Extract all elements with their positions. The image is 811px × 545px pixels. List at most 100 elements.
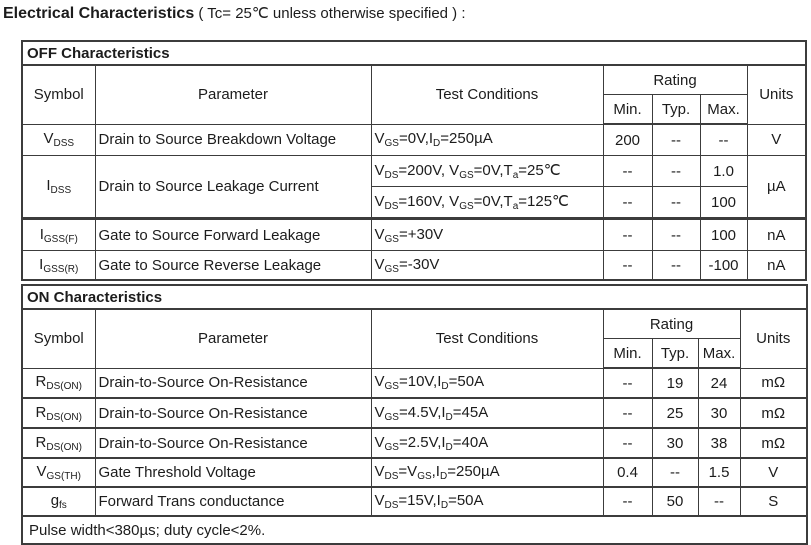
col-header-test-conditions: Test Conditions bbox=[370, 64, 604, 125]
parameter-cell: Gate to Source Reverse Leakage bbox=[94, 250, 372, 281]
col-header-min: Min. bbox=[602, 94, 653, 125]
units-cell: V bbox=[739, 457, 808, 488]
typ-cell: 25 bbox=[651, 397, 699, 429]
max-cell: 100 bbox=[699, 217, 748, 251]
parameter-cell: Drain to Source Breakdown Voltage bbox=[94, 123, 372, 156]
col-header-test-conditions: Test Conditions bbox=[370, 308, 604, 369]
table-row: RDS(ON) Drain-to-Source On-Resistance VG… bbox=[21, 397, 808, 429]
units-cell: S bbox=[739, 486, 808, 517]
typ-cell: -- bbox=[651, 217, 701, 251]
max-cell: -- bbox=[699, 123, 748, 156]
col-header-symbol: Symbol bbox=[21, 64, 96, 125]
parameter-cell: Forward Trans conductance bbox=[94, 486, 372, 517]
typ-cell: 19 bbox=[651, 367, 699, 399]
test-conditions-cell: VGS=4.5V,ID=45A bbox=[370, 397, 604, 429]
parameter-cell: Drain-to-Source On-Resistance bbox=[94, 427, 372, 459]
test-conditions-cell: VGS=2.5V,ID=40A bbox=[370, 427, 604, 459]
units-cell: mΩ bbox=[739, 427, 808, 459]
table-row: RDS(ON) Drain-to-Source On-Resistance VG… bbox=[21, 427, 808, 459]
symbol-cell: RDS(ON) bbox=[21, 427, 96, 459]
max-cell: 100 bbox=[699, 186, 748, 219]
test-conditions-cell: VDS=160V, VGS=0V,Ta=125℃ bbox=[370, 186, 604, 219]
pulse-width-footnote: Pulse width<380µs; duty cycle<2%. bbox=[21, 515, 808, 545]
off-section-title: OFF Characteristics bbox=[21, 40, 807, 66]
on-characteristics-table: ON Characteristics Symbol Parameter Test… bbox=[21, 284, 809, 545]
max-cell: 38 bbox=[697, 427, 741, 459]
symbol-cell: IDSS bbox=[21, 155, 96, 219]
min-cell: -- bbox=[602, 367, 653, 399]
test-conditions-cell: VGS=+30V bbox=[370, 217, 604, 251]
max-cell: 24 bbox=[697, 367, 741, 399]
min-cell: -- bbox=[602, 186, 653, 219]
col-header-units: Units bbox=[746, 64, 807, 125]
test-conditions-cell: VDS=15V,ID=50A bbox=[370, 486, 604, 517]
min-cell: -- bbox=[602, 486, 653, 517]
page-title: Electrical Characteristics ( Tc= 25℃ unl… bbox=[3, 4, 466, 23]
table-row: VDSS Drain to Source Breakdown Voltage V… bbox=[21, 123, 807, 156]
max-cell: -- bbox=[697, 486, 741, 517]
col-header-typ: Typ. bbox=[651, 338, 699, 369]
max-cell: 1.0 bbox=[699, 155, 748, 187]
parameter-cell: Drain-to-Source On-Resistance bbox=[94, 367, 372, 399]
parameter-cell: Drain to Source Leakage Current bbox=[94, 155, 372, 219]
table-row: VDS=160V, VGS=0V,Ta=125℃ -- -- 100 bbox=[22, 186, 806, 219]
min-cell: -- bbox=[602, 397, 653, 429]
max-cell: 30 bbox=[697, 397, 741, 429]
symbol-cell: RDS(ON) bbox=[21, 397, 96, 429]
typ-cell: -- bbox=[651, 186, 701, 219]
col-header-parameter: Parameter bbox=[94, 64, 372, 125]
parameter-cell: Drain-to-Source On-Resistance bbox=[94, 397, 372, 429]
col-header-units: Units bbox=[739, 308, 808, 369]
parameter-cell: Gate to Source Forward Leakage bbox=[94, 217, 372, 251]
typ-cell: 50 bbox=[651, 486, 699, 517]
col-header-max: Max. bbox=[697, 338, 741, 369]
min-cell: 200 bbox=[602, 123, 653, 156]
units-cell: V bbox=[746, 123, 807, 156]
col-header-min: Min. bbox=[602, 338, 653, 369]
symbol-cell: VGS(TH) bbox=[21, 457, 96, 488]
test-conditions-cell: VGS=10V,ID=50A bbox=[370, 367, 604, 399]
test-conditions-cell: VGS=-30V bbox=[370, 250, 604, 281]
symbol-cell: IGSS(F) bbox=[21, 217, 96, 251]
table-row: IGSS(F) Gate to Source Forward Leakage V… bbox=[21, 217, 807, 251]
units-cell: µA bbox=[746, 155, 807, 219]
min-cell: -- bbox=[602, 155, 653, 187]
max-cell: -100 bbox=[699, 250, 748, 281]
col-header-parameter: Parameter bbox=[94, 308, 372, 369]
units-cell: mΩ bbox=[739, 397, 808, 429]
min-cell: 0.4 bbox=[602, 457, 653, 488]
units-cell: nA bbox=[746, 250, 807, 281]
min-cell: -- bbox=[602, 427, 653, 459]
test-conditions-cell: VGS=0V,ID=250µA bbox=[370, 123, 604, 156]
table-row: gfs Forward Trans conductance VDS=15V,ID… bbox=[21, 486, 808, 517]
units-cell: nA bbox=[746, 217, 807, 251]
symbol-cell: gfs bbox=[21, 486, 96, 517]
off-characteristics-table: OFF Characteristics Symbol Parameter Tes… bbox=[21, 40, 808, 281]
col-header-typ: Typ. bbox=[651, 94, 701, 125]
min-cell: -- bbox=[602, 217, 653, 251]
table-row: VGS(TH) Gate Threshold Voltage VDS=VGS,I… bbox=[21, 457, 808, 488]
typ-cell: -- bbox=[651, 250, 701, 281]
test-conditions-cell: VDS=200V, VGS=0V,Ta=25℃ bbox=[370, 155, 604, 187]
table-row: IGSS(R) Gate to Source Reverse Leakage V… bbox=[21, 250, 807, 281]
table-row: IDSS Drain to Source Leakage Current VDS… bbox=[21, 155, 807, 219]
symbol-cell: RDS(ON) bbox=[21, 367, 96, 399]
units-cell: mΩ bbox=[739, 367, 808, 399]
page-title-note: ( Tc= 25℃ unless otherwise specified ) : bbox=[198, 5, 466, 22]
symbol-cell: IGSS(R) bbox=[21, 250, 96, 281]
page-title-bold: Electrical Characteristics bbox=[3, 5, 195, 22]
col-header-max: Max. bbox=[699, 94, 748, 125]
col-header-rating: Rating bbox=[602, 64, 748, 95]
typ-cell: -- bbox=[651, 123, 701, 156]
min-cell: -- bbox=[602, 250, 653, 281]
symbol-cell: VDSS bbox=[21, 123, 96, 156]
parameter-cell: Gate Threshold Voltage bbox=[94, 457, 372, 488]
typ-cell: -- bbox=[651, 155, 701, 187]
typ-cell: -- bbox=[651, 457, 699, 488]
on-section-title: ON Characteristics bbox=[21, 284, 808, 310]
table-row: RDS(ON) Drain-to-Source On-Resistance VG… bbox=[21, 367, 808, 399]
typ-cell: 30 bbox=[651, 427, 699, 459]
col-header-symbol: Symbol bbox=[21, 308, 96, 369]
test-conditions-cell: VDS=VGS,ID=250µA bbox=[370, 457, 604, 488]
col-header-rating: Rating bbox=[602, 308, 741, 339]
